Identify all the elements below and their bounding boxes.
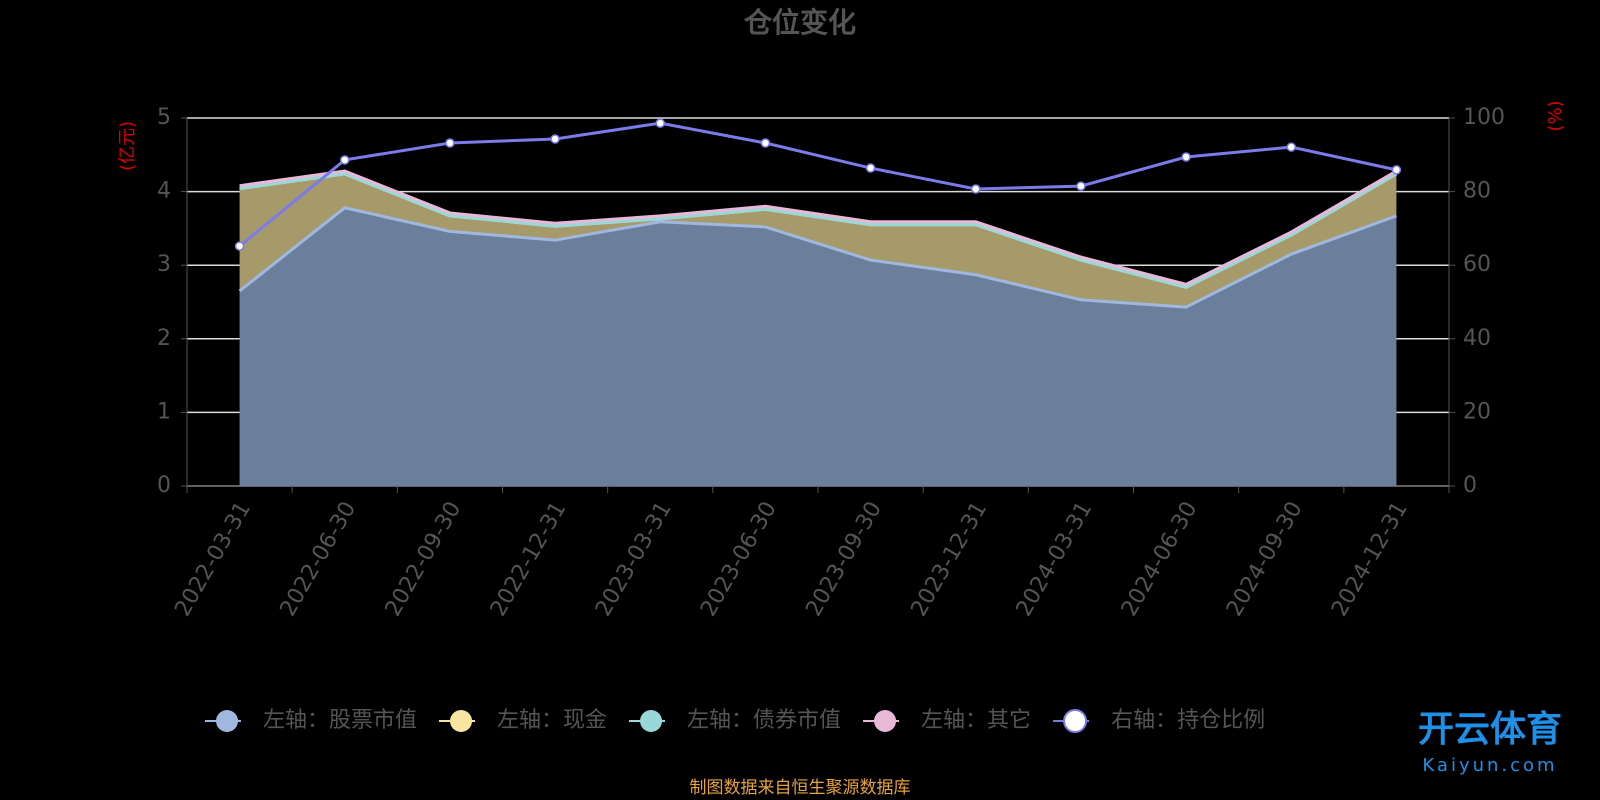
legend-item: 左轴：股票市值 <box>205 708 417 733</box>
legend-label: 左轴：股票市值 <box>263 708 417 733</box>
ratio-point <box>340 155 350 165</box>
legend-marker <box>874 710 897 732</box>
y-axis-label: (亿元) <box>117 121 138 171</box>
ratio-point <box>1076 181 1086 191</box>
ratio-point <box>760 138 771 148</box>
y-tick-label: 2 <box>157 326 171 351</box>
y-tick-label: 0 <box>157 473 171 498</box>
area-line <box>239 172 1398 289</box>
y2-tick-label: 0 <box>1463 473 1477 498</box>
chart-title: 仓位变化 <box>744 6 856 39</box>
ratio-point <box>445 138 455 148</box>
y2-tick-label: 40 <box>1463 326 1491 351</box>
legend-marker <box>1063 709 1088 733</box>
ratio-point <box>234 241 245 251</box>
source-note: 制图数据来自恒生聚源数据库 <box>690 778 911 798</box>
ratio-point <box>1391 165 1402 175</box>
legend-marker <box>450 710 473 732</box>
y2-axis-label: (%) <box>1545 100 1566 131</box>
legend-item: 右轴：持仓比例 <box>1053 708 1265 733</box>
ratio-point <box>971 184 981 194</box>
ratio-point <box>865 163 876 173</box>
legend-item: 左轴：债券市值 <box>629 708 841 733</box>
y2-tick-label: 60 <box>1463 252 1491 277</box>
area <box>239 173 1397 308</box>
watermark-brand: 开云体育 <box>1418 709 1562 750</box>
legend-marker <box>640 710 663 732</box>
area-line <box>239 169 1398 286</box>
y2-tick-label: 20 <box>1463 399 1491 424</box>
area <box>239 207 1397 487</box>
legend-label: 左轴：债券市值 <box>687 708 841 733</box>
y-tick-label: 1 <box>157 399 171 424</box>
legend-item: 左轴：现金 <box>439 708 607 733</box>
legend-item: 左轴：其它 <box>863 708 1031 733</box>
ratio-point <box>1181 152 1191 162</box>
ratio-line <box>238 121 1397 248</box>
legend-label: 左轴：现金 <box>497 708 607 733</box>
y-tick-label: 4 <box>157 179 171 204</box>
legend-marker <box>216 710 238 732</box>
area-line <box>238 206 1397 309</box>
legend-label: 右轴：持仓比例 <box>1111 708 1265 733</box>
ratio-point <box>1286 142 1296 152</box>
ratio-point <box>550 134 560 144</box>
ratio-point <box>655 118 665 128</box>
y-tick-label: 3 <box>157 252 171 277</box>
watermark-url: Kaiyun.com <box>1422 755 1557 776</box>
y2-tick-label: 80 <box>1463 179 1491 204</box>
y2-tick-label: 100 <box>1463 105 1505 130</box>
legend-label: 左轴：其它 <box>921 708 1031 733</box>
y-tick-label: 5 <box>157 105 171 130</box>
